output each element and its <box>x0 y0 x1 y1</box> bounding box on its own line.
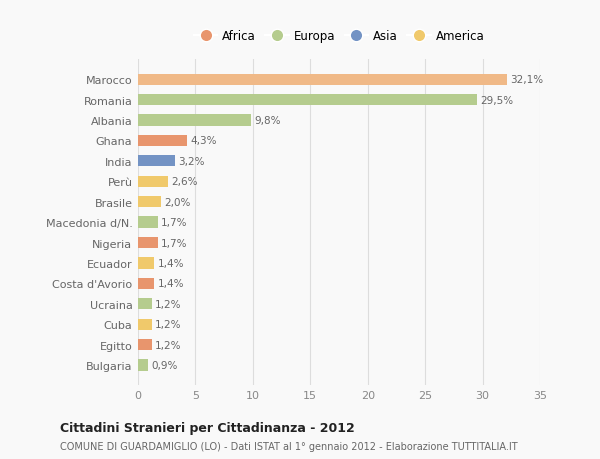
Bar <box>138 196 161 208</box>
Text: Cittadini Stranieri per Cittadinanza - 2012: Cittadini Stranieri per Cittadinanza - 2… <box>60 421 355 434</box>
Bar <box>138 359 148 371</box>
Bar <box>138 176 168 187</box>
Bar <box>138 319 152 330</box>
Text: 2,6%: 2,6% <box>172 177 198 187</box>
Text: 29,5%: 29,5% <box>480 95 514 106</box>
Text: 1,7%: 1,7% <box>161 218 187 228</box>
Bar <box>138 115 251 126</box>
Bar <box>138 278 154 289</box>
Text: 1,2%: 1,2% <box>155 319 182 330</box>
Text: 0,9%: 0,9% <box>152 360 178 370</box>
Bar <box>138 135 187 147</box>
Text: 3,2%: 3,2% <box>178 157 205 167</box>
Legend: Africa, Europa, Asia, America: Africa, Europa, Asia, America <box>190 27 488 46</box>
Text: 9,8%: 9,8% <box>254 116 281 126</box>
Bar <box>138 217 158 228</box>
Bar <box>138 258 154 269</box>
Text: 32,1%: 32,1% <box>510 75 543 85</box>
Text: 1,7%: 1,7% <box>161 238 187 248</box>
Text: 1,2%: 1,2% <box>155 299 182 309</box>
Text: 2,0%: 2,0% <box>164 197 191 207</box>
Text: 1,4%: 1,4% <box>158 279 184 289</box>
Bar <box>138 298 152 310</box>
Text: 1,4%: 1,4% <box>158 258 184 269</box>
Bar <box>138 74 506 86</box>
Bar <box>138 95 477 106</box>
Bar <box>138 339 152 350</box>
Bar <box>138 237 158 249</box>
Text: 4,3%: 4,3% <box>191 136 217 146</box>
Text: COMUNE DI GUARDAMIGLIO (LO) - Dati ISTAT al 1° gennaio 2012 - Elaborazione TUTTI: COMUNE DI GUARDAMIGLIO (LO) - Dati ISTAT… <box>60 441 518 451</box>
Bar <box>138 156 175 167</box>
Text: 1,2%: 1,2% <box>155 340 182 350</box>
